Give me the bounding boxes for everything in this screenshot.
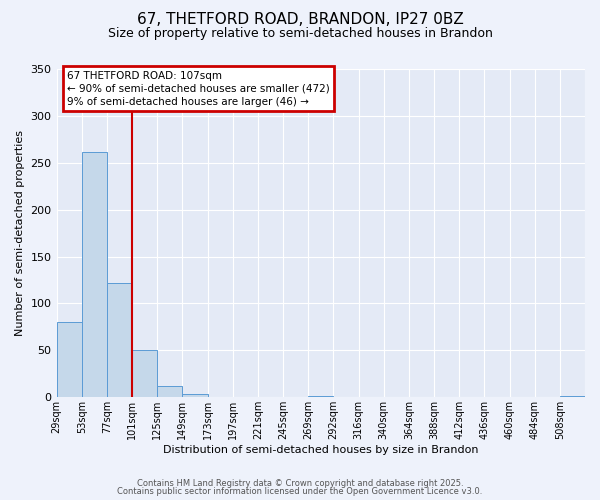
Text: Size of property relative to semi-detached houses in Brandon: Size of property relative to semi-detach…: [107, 28, 493, 40]
Bar: [182, 394, 208, 398]
Text: Contains public sector information licensed under the Open Government Licence v3: Contains public sector information licen…: [118, 487, 482, 496]
Bar: [157, 386, 182, 398]
Bar: [308, 396, 334, 398]
X-axis label: Distribution of semi-detached houses by size in Brandon: Distribution of semi-detached houses by …: [163, 445, 479, 455]
Text: 67, THETFORD ROAD, BRANDON, IP27 0BZ: 67, THETFORD ROAD, BRANDON, IP27 0BZ: [137, 12, 463, 28]
Text: Contains HM Land Registry data © Crown copyright and database right 2025.: Contains HM Land Registry data © Crown c…: [137, 478, 463, 488]
Bar: [82, 152, 107, 398]
Bar: [56, 322, 82, 398]
Text: 67 THETFORD ROAD: 107sqm
← 90% of semi-detached houses are smaller (472)
9% of s: 67 THETFORD ROAD: 107sqm ← 90% of semi-d…: [67, 70, 330, 107]
Bar: [132, 350, 157, 398]
Y-axis label: Number of semi-detached properties: Number of semi-detached properties: [15, 130, 25, 336]
Bar: [560, 396, 585, 398]
Bar: [107, 283, 132, 398]
